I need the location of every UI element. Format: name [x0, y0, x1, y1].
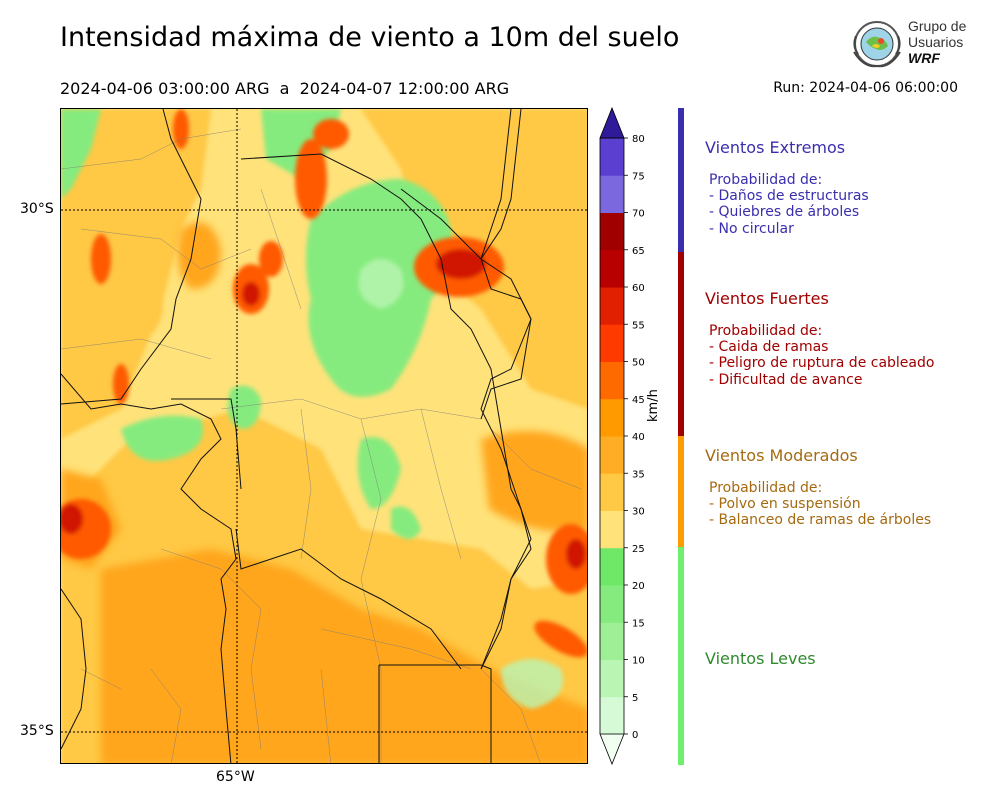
legend-description-line: - Polvo en suspensión: [709, 496, 861, 513]
legend-description-line: - No circular: [709, 220, 794, 237]
colorbar-tick-label: 40: [632, 432, 645, 443]
legend-title: Vientos Fuertes: [705, 289, 829, 308]
colorbar-segment: [600, 659, 624, 698]
colorbar-segment: [600, 510, 624, 549]
colorbar-segment: [600, 585, 624, 623]
colorbar-tick-label: 55: [632, 320, 645, 331]
colorbar-tick-label: 70: [632, 209, 645, 220]
wind-map: [60, 108, 588, 764]
colorbar-segment: [600, 287, 624, 325]
legend-color-bar: [678, 252, 684, 436]
legend-title: Vientos Leves: [705, 649, 816, 668]
legend-description-line: - Dificultad de avance: [709, 371, 863, 388]
graticule: [61, 109, 587, 763]
colorbar-segment: [600, 622, 624, 660]
legend-description-line: - Caida de ramas: [709, 339, 829, 356]
colorbar-tick-label: 5: [632, 693, 638, 704]
lon-label-65w: 65°W: [216, 769, 255, 785]
colorbar-tick-label: 65: [632, 246, 645, 257]
colorbar: 0 5 10 15 20 25 30 35 40 45 50 55 60 65 70 75 80: [599, 106, 645, 766]
colorbar-tick-label: 45: [632, 395, 645, 406]
colorbar-tick-label: 60: [632, 283, 645, 294]
map-title: Intensidad máxima de viento a 10m del su…: [60, 22, 680, 53]
legend-description-line: - Balanceo de ramas de árboles: [709, 512, 932, 529]
colorbar-segment: [600, 249, 624, 288]
colorbar-segment: [600, 696, 624, 735]
globe-emblem-icon: [853, 21, 901, 68]
field-45-60: [61, 109, 587, 658]
colorbar-tick-label: 75: [632, 171, 645, 182]
legend-description: Probabilidad de: - Polvo en suspensión - B…: [709, 480, 931, 529]
lat-label-30s: 30°S: [20, 201, 54, 217]
colorbar-segment: [600, 212, 624, 251]
legend-color-bar: [678, 108, 684, 252]
colorbar-segment: [600, 473, 624, 511]
legend-description-line: Probabilidad de:: [709, 323, 823, 339]
colorbar-tick-label: 0: [632, 730, 638, 741]
wind-field-plot: [61, 109, 587, 763]
colorbar-unit: km/h: [646, 389, 661, 422]
legend-color-bar: [678, 436, 684, 547]
legend-description-line: - Quiebres de árboles: [709, 204, 860, 221]
colorbar-tick-label: 50: [632, 358, 645, 369]
legend-description: Probabilidad de: - Daños de estructuras - …: [709, 172, 869, 237]
colorbar-segment: [600, 361, 624, 400]
legend-description-line: Probabilidad de:: [709, 480, 823, 496]
legend-title: Vientos Moderados: [705, 446, 858, 465]
colorbar-tick-label: 25: [632, 544, 645, 555]
legend-description-line: - Peligro de ruptura de cableado: [709, 355, 935, 372]
colorbar-tick-label: 30: [632, 507, 645, 518]
legend-description-line: - Daños de estructuras: [709, 188, 869, 205]
forecast-period: 2024-04-06 03:00:00 ARG a 2024-04-07 12:…: [60, 79, 510, 98]
colorbar-tick-label: 80: [632, 134, 645, 145]
colorbar-segment: [600, 138, 624, 176]
lat-label-35s: 35°S: [20, 723, 54, 739]
model-run: Run: 2024-04-06 06:00:00: [773, 80, 958, 96]
colorbar-tick-label: 15: [632, 618, 645, 629]
field-10-15: [358, 259, 563, 709]
colorbar-extend-low: [599, 733, 625, 766]
field-35-40: [61, 222, 587, 763]
colorbar-extend-high: [599, 106, 625, 139]
department-boundaries: [61, 128, 582, 763]
colorbar-tick-label: 20: [632, 581, 645, 592]
colorbar-segment: [600, 175, 624, 213]
legend-color-bar: [678, 547, 684, 765]
legend-description: Probabilidad de: - Caida de ramas - Peligr…: [709, 323, 934, 388]
colorbar-segment: [600, 398, 624, 437]
east-border: [480, 109, 532, 670]
logo-text-line3: WRF: [908, 50, 940, 66]
legend-description-line: Probabilidad de:: [709, 172, 823, 188]
colorbar-tick-label: 35: [632, 469, 645, 480]
colorbar-segment: [600, 547, 624, 586]
colorbar-segment: [600, 436, 624, 474]
logo-text-line1: Grupo de: [908, 18, 967, 34]
legend-title: Vientos Extremos: [705, 138, 846, 157]
logo-text-line2: Usuarios: [908, 34, 964, 50]
wrf-logo: Grupo de Usuarios WRF: [848, 16, 968, 72]
province-borders: [61, 109, 532, 763]
colorbar-segment: [600, 324, 624, 362]
colorbar-tick-label: 10: [632, 656, 645, 667]
